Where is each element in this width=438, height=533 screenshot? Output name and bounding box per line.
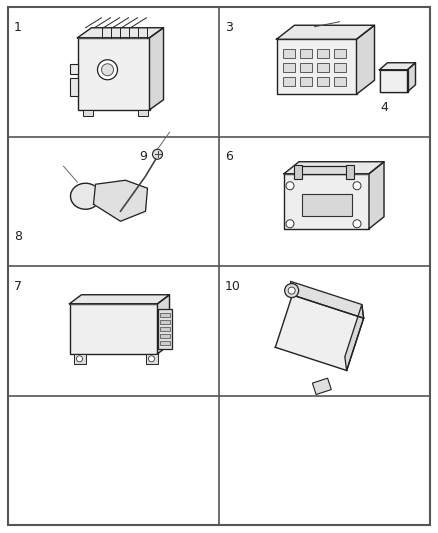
Ellipse shape: [71, 183, 100, 209]
Polygon shape: [78, 28, 163, 38]
Text: 7: 7: [14, 280, 22, 293]
Polygon shape: [290, 281, 364, 318]
Polygon shape: [357, 25, 374, 94]
Text: 4: 4: [380, 101, 388, 114]
Bar: [300, 63, 311, 72]
Bar: [333, 63, 346, 72]
Bar: [74, 354, 85, 364]
Polygon shape: [276, 25, 374, 39]
Circle shape: [102, 64, 113, 76]
Bar: [333, 77, 346, 86]
Bar: [300, 49, 311, 58]
Circle shape: [286, 182, 294, 190]
Bar: [159, 341, 170, 345]
Polygon shape: [369, 161, 384, 229]
Bar: [283, 63, 294, 72]
Bar: [379, 70, 407, 92]
Text: 3: 3: [225, 21, 233, 34]
Bar: [159, 320, 170, 324]
Bar: [294, 165, 302, 179]
Bar: [301, 194, 352, 216]
Bar: [82, 110, 92, 116]
Bar: [317, 49, 328, 58]
Polygon shape: [70, 295, 170, 304]
Polygon shape: [345, 304, 364, 370]
Bar: [283, 49, 294, 58]
Circle shape: [353, 182, 361, 190]
Bar: [70, 304, 158, 354]
Bar: [159, 327, 170, 331]
Polygon shape: [276, 295, 364, 370]
Polygon shape: [284, 161, 384, 174]
Bar: [346, 165, 354, 179]
Polygon shape: [149, 28, 163, 110]
Bar: [317, 63, 328, 72]
Bar: [379, 70, 407, 92]
Circle shape: [77, 356, 82, 362]
Bar: [299, 166, 349, 174]
Circle shape: [152, 149, 162, 159]
Text: 8: 8: [14, 230, 22, 244]
Bar: [276, 39, 357, 94]
Bar: [159, 334, 170, 338]
Text: 1: 1: [14, 21, 22, 34]
Text: 6: 6: [225, 150, 233, 164]
Bar: [284, 174, 369, 229]
Bar: [283, 77, 294, 86]
Bar: [300, 77, 311, 86]
Bar: [317, 77, 328, 86]
Bar: [333, 49, 346, 58]
Text: 10: 10: [225, 280, 241, 293]
Circle shape: [148, 356, 155, 362]
Polygon shape: [407, 63, 416, 92]
Bar: [145, 354, 158, 364]
Bar: [78, 38, 149, 110]
Bar: [312, 378, 331, 394]
Polygon shape: [93, 180, 148, 221]
Circle shape: [353, 220, 361, 228]
Circle shape: [288, 287, 295, 294]
Text: 9: 9: [139, 150, 147, 164]
Polygon shape: [379, 63, 416, 70]
Circle shape: [285, 284, 299, 297]
Circle shape: [98, 60, 117, 80]
Bar: [158, 309, 172, 349]
Bar: [70, 78, 78, 96]
Bar: [138, 110, 148, 116]
Bar: [70, 64, 78, 74]
Polygon shape: [158, 295, 170, 354]
Bar: [159, 313, 170, 317]
Circle shape: [286, 220, 294, 228]
